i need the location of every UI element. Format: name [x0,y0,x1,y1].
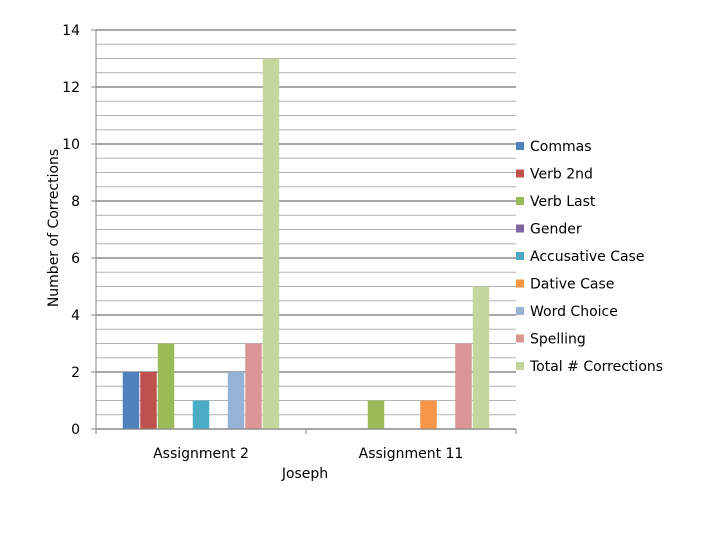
y-tick-label: 10 [62,137,80,153]
bar [420,400,437,429]
legend-item: Gender [516,222,582,238]
legend-label: Commas [530,139,592,155]
y-tick-labels: 0 2 4 6 8 10 12 14 [62,23,80,438]
legend-label: Word Choice [530,304,618,320]
legend-swatch [516,279,524,288]
legend-item: Total # Corrections [516,359,663,375]
legend-label: Gender [530,222,582,238]
legend-swatch [516,197,524,205]
legend-item: Dative Case [516,277,614,293]
x-tick-label: Assignment 2 [153,446,249,462]
legend: Commas Verb 2nd Verb Last Gender Accusative … [516,139,663,375]
bar [157,343,175,429]
legend-item: Commas [516,139,592,155]
legend-swatch [516,252,524,260]
bar [227,372,245,429]
axes [91,29,517,434]
y-tick-label: 12 [62,80,80,96]
bar [122,372,140,429]
legend-swatch [516,224,524,233]
x-tick-labels: Assignment 2 Assignment 11 [153,446,463,462]
legend-label: Total # Corrections [529,359,663,375]
bar [192,400,210,429]
bar [472,286,490,429]
legend-label: Dative Case [530,277,614,293]
legend-swatch [516,334,524,343]
legend-item: Accusative Case [516,249,644,265]
bar [262,58,280,429]
legend-label: Spelling [530,332,586,348]
bar [455,343,472,429]
legend-item: Spelling [516,332,586,348]
legend-item: Verb Last [516,194,596,210]
y-tick-label: 2 [71,365,80,381]
bar [140,372,157,429]
bar [245,343,262,429]
y-tick-label: 8 [71,194,80,210]
legend-item: Word Choice [516,304,618,320]
legend-swatch [516,307,524,315]
legend-label: Verb Last [530,194,596,210]
legend-swatch [516,142,524,150]
legend-item: Verb 2nd [516,167,593,183]
legend-label: Verb 2nd [530,167,593,183]
legend-swatch [516,362,524,370]
bars [122,58,490,429]
y-tick-label: 0 [71,422,80,438]
x-tick-label: Assignment 11 [359,446,464,462]
x-axis-title: Joseph [281,466,328,482]
legend-label: Accusative Case [530,249,644,265]
y-tick-label: 6 [71,251,80,267]
y-tick-label: 4 [71,308,80,324]
y-tick-label: 14 [62,23,80,39]
bar [367,400,385,429]
legend-swatch [516,169,524,178]
y-axis-title: Number of Corrections [46,149,62,307]
